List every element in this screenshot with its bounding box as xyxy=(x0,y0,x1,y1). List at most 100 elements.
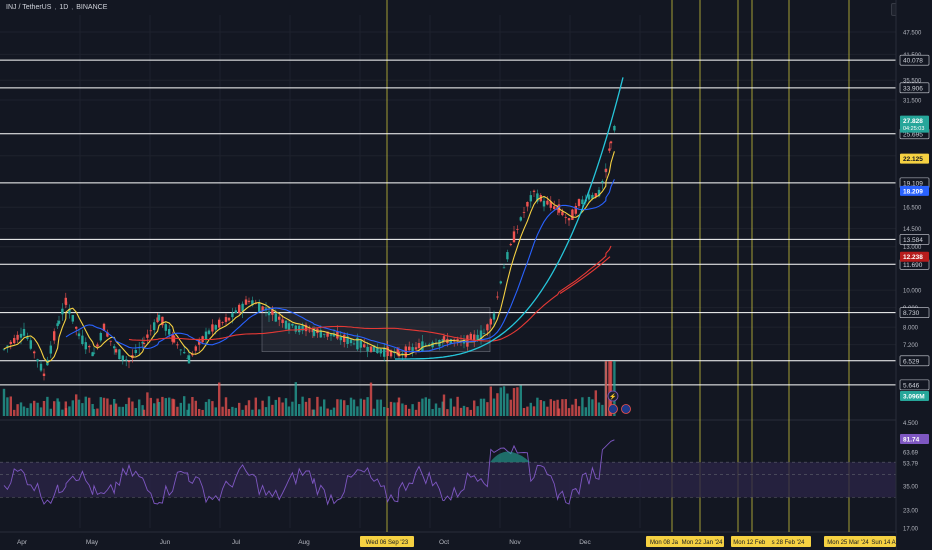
volume-bar xyxy=(64,408,68,416)
date-marker-tag[interactable] xyxy=(871,536,896,547)
candle xyxy=(109,340,112,342)
level-price-tag[interactable] xyxy=(899,234,930,245)
candle xyxy=(198,339,201,345)
level-price-tag[interactable] xyxy=(899,355,930,367)
volume-bar xyxy=(291,401,294,416)
candle xyxy=(9,341,12,345)
volume-bar xyxy=(594,390,597,416)
flag-icon[interactable] xyxy=(621,404,631,414)
candle xyxy=(39,363,43,371)
volume-bar xyxy=(231,406,234,416)
volume-bar xyxy=(312,409,316,416)
volume-bar xyxy=(146,392,149,416)
candle xyxy=(591,194,594,199)
candle xyxy=(349,339,353,344)
candle xyxy=(211,324,214,332)
candle xyxy=(298,325,301,333)
rsi-badge-label: 81.74 xyxy=(903,437,920,444)
volume-bar xyxy=(549,399,552,416)
volume-bar xyxy=(164,398,167,416)
candle xyxy=(251,300,254,306)
candle xyxy=(522,212,526,213)
rsi-tick-label: 35.00 xyxy=(903,485,919,491)
level-price-tag[interactable] xyxy=(899,54,930,66)
candle xyxy=(516,228,519,230)
candle xyxy=(577,199,581,207)
candle xyxy=(114,349,118,353)
candle xyxy=(261,306,264,311)
candle xyxy=(168,328,171,335)
volume-bar xyxy=(567,408,571,416)
volume-bar xyxy=(584,407,587,416)
candle xyxy=(301,325,304,331)
volume-bar xyxy=(479,398,483,416)
candle xyxy=(92,352,96,354)
volume-bar xyxy=(176,406,179,416)
volume-bar xyxy=(536,397,539,416)
level-price-tag[interactable] xyxy=(899,82,930,94)
candle xyxy=(281,319,284,324)
volume-bar xyxy=(149,397,152,416)
volume-bar xyxy=(532,406,536,416)
date-marker-tag[interactable] xyxy=(765,536,811,547)
volume-bar xyxy=(304,401,308,416)
price-tick-label: 31.500 xyxy=(903,99,922,105)
candle xyxy=(329,334,333,336)
flag-icon[interactable] xyxy=(608,404,618,414)
lightning-icon[interactable] xyxy=(607,390,619,402)
candle xyxy=(56,323,59,327)
date-marker-tag[interactable] xyxy=(680,536,724,547)
volume-bar xyxy=(316,396,319,416)
candle xyxy=(77,333,81,337)
candle xyxy=(567,218,571,221)
level-price-tag[interactable] xyxy=(899,307,930,318)
candle xyxy=(179,349,182,351)
date-marker-tag[interactable] xyxy=(824,536,872,547)
volume-bar xyxy=(56,398,59,416)
interval-label[interactable]: 1D xyxy=(59,4,69,11)
candle xyxy=(366,346,369,352)
volume-bar xyxy=(466,407,469,416)
volume-bar xyxy=(75,394,78,416)
candle xyxy=(492,313,496,320)
candle xyxy=(479,330,483,340)
volume-bar xyxy=(106,398,109,416)
volume-bar xyxy=(428,398,431,416)
volume-bar xyxy=(187,403,191,416)
candle xyxy=(319,330,322,338)
candle xyxy=(26,337,29,339)
candle xyxy=(134,349,137,354)
volume-bar xyxy=(241,409,244,416)
parabolic-curve xyxy=(395,77,624,360)
price-tick-label: 4.500 xyxy=(903,421,919,427)
candle xyxy=(339,337,342,341)
level-price-label: 5.646 xyxy=(903,382,920,389)
volume-bar xyxy=(519,385,522,416)
candle xyxy=(352,343,356,345)
svg-text:⚡: ⚡ xyxy=(609,393,616,401)
candle xyxy=(71,314,74,322)
candle xyxy=(449,339,452,344)
candle xyxy=(125,359,128,361)
volume-bar xyxy=(379,399,382,416)
candle xyxy=(291,323,294,326)
time-tick-label: May xyxy=(86,539,99,546)
candle xyxy=(509,244,512,246)
volume-bar xyxy=(198,408,201,416)
volume-bar xyxy=(529,402,532,416)
time-tick-label: Apr xyxy=(17,539,28,546)
volume-bar xyxy=(564,399,567,416)
candle xyxy=(332,334,336,337)
volume-bar xyxy=(408,408,411,416)
candle xyxy=(431,342,434,348)
volume-bar xyxy=(92,409,96,416)
volume-bar xyxy=(179,402,182,416)
level-price-tag[interactable] xyxy=(899,379,930,391)
candle xyxy=(473,334,476,341)
price-tick-label: 35.500 xyxy=(903,79,922,85)
date-marker-tag[interactable] xyxy=(646,536,682,547)
date-marker-tag[interactable] xyxy=(360,536,414,547)
symbol-label[interactable]: INJ / TetherUS xyxy=(6,4,52,11)
volume-bar xyxy=(539,400,542,416)
